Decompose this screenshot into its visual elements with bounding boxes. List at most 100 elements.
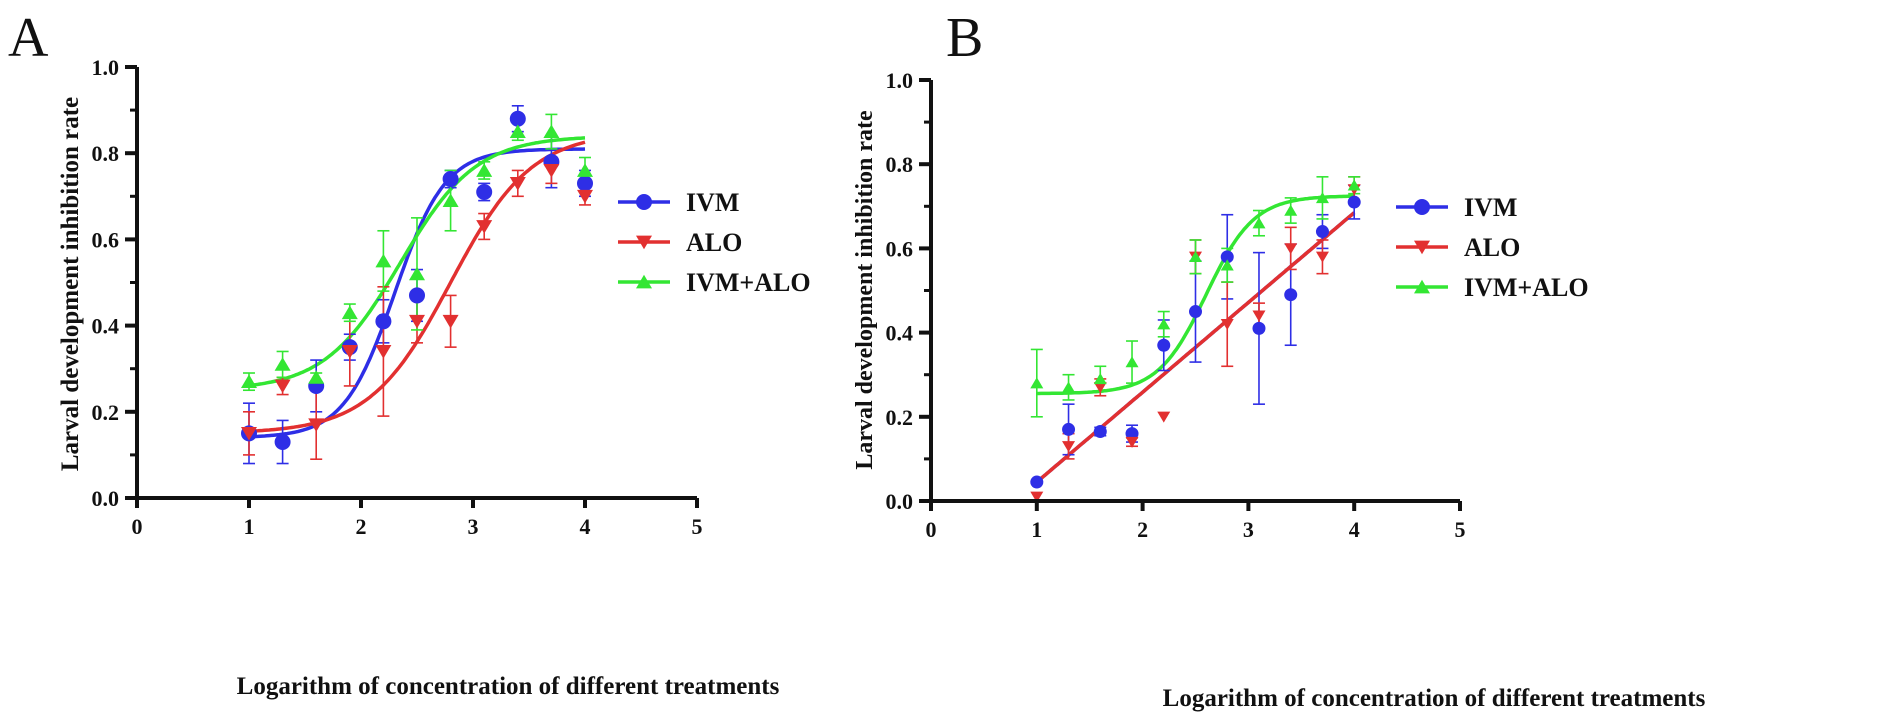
panel-a-x-tick-label: 1 (244, 514, 255, 539)
panel-b-point-ivm-alo (1093, 373, 1107, 385)
panel-a-y-axis-title: Larval development inhibition rate (57, 97, 84, 471)
panel-b-point-alo (1030, 491, 1044, 503)
panel-b-y-tick-label: 0.0 (886, 489, 914, 514)
panel-b-point-ivm-alo (1284, 204, 1298, 216)
panel-b-point-ivm-alo (1347, 179, 1361, 191)
panel-a-point-alo (274, 379, 291, 394)
panel-b-label: B (946, 7, 983, 69)
panel-b-point-ivm-alo (1125, 356, 1139, 368)
panel-b-legend-label-ivm-alo: IVM+ALO (1464, 273, 1589, 302)
panel-a-point-alo (409, 314, 425, 329)
panel-b-point-ivm-alo (1315, 192, 1329, 204)
panel-a-point-alo (375, 345, 392, 359)
panel-b-y-tick-label: 0.2 (886, 405, 914, 430)
panel-a-point-alo (341, 345, 358, 359)
panel-a-x-tick-label: 3 (468, 514, 479, 539)
panel-b-point-ivm (1157, 338, 1171, 352)
panel-a-point-alo (241, 426, 257, 441)
panel-b-y-axis-title: Larval development inhibition rate (852, 110, 878, 470)
panel-a-x-tick-label: 4 (580, 514, 591, 539)
panel-a-point-ivm (476, 183, 493, 200)
panel-b-point-ivm-alo (1252, 217, 1266, 229)
panel-b-y-tick-label: 0.8 (886, 152, 914, 177)
panel-a-point-ivm-alo (509, 124, 526, 139)
panel-a-point-ivm (509, 110, 526, 127)
panel-a-x-tick-label: 2 (356, 514, 367, 539)
panel-a-point-ivm (375, 313, 392, 330)
panel-b-point-ivm-alo (1030, 377, 1044, 389)
panel-a-point-ivm-alo (241, 374, 257, 389)
panel-b-point-alo (1125, 436, 1139, 448)
panel-a: A 0 1 2 3 4 5 0.0 0.2 0.4 0.6 0.8 1.0 Larval develo… (8, 7, 811, 700)
panel-a-y-tick-label: 0.0 (92, 486, 120, 511)
panel-a-legend-label-ivm-alo: IVM+ALO (686, 268, 811, 297)
panel-b-legend-label-ivm: IVM (1464, 193, 1517, 222)
panel-a-y-tick-label: 0.8 (92, 141, 120, 166)
panel-a-y-tick-label: 0.2 (92, 400, 120, 425)
panel-a-x-axis-title: Logarithm of concentration of different … (237, 673, 780, 700)
panel-a-point-ivm-alo (543, 124, 560, 139)
panel-b-point-alo (1284, 243, 1298, 255)
panel-a-point-ivm-alo (341, 305, 358, 320)
panel-b-legend-marker-ivm (1414, 199, 1430, 215)
panel-b-point-ivm (1030, 475, 1044, 489)
panel-b-point-alo (1157, 411, 1171, 423)
panel-a-point-ivm-alo (577, 163, 593, 177)
panel-b-point-ivm-alo (1062, 381, 1076, 393)
panel-a-y-tick-label: 0.4 (92, 314, 120, 339)
panel-b-point-ivm (1284, 288, 1298, 302)
panel-b-point-alo (1220, 318, 1234, 331)
panel-a-point-ivm-alo (442, 193, 459, 208)
panel-a-point-ivm-alo (375, 253, 392, 268)
panel-a-point-alo (577, 189, 593, 204)
panel-b-point-ivm-alo (1220, 259, 1234, 271)
panel-b-point-ivm (1093, 425, 1107, 439)
panel-a-legend-marker-ivm-alo (636, 274, 652, 289)
panel-a-label: A (8, 7, 49, 69)
panel-a-point-ivm (577, 175, 593, 192)
panel-b-point-alo (1093, 382, 1107, 394)
panel-b-point-alo (1252, 310, 1266, 322)
panel-b-point-ivm-alo (1189, 250, 1202, 263)
panel-b-y-tick-label: 0.6 (886, 236, 914, 261)
panel-b-point-ivm (1062, 422, 1076, 436)
panel-a-point-alo (543, 164, 560, 178)
panel-a-x-tick-label: 0 (132, 514, 143, 539)
panel-a-point-ivm (442, 171, 459, 188)
panel-b-legend-label-alo: ALO (1464, 233, 1520, 262)
panel-a-legend-marker-alo (636, 235, 652, 250)
panel-a-point-ivm-alo (476, 163, 493, 177)
panel-a-x-tick-label: 5 (692, 514, 703, 539)
panel-a-point-alo (308, 418, 325, 432)
panel-b: B 0 1 2 3 4 5 0.0 0.2 0.4 0.6 0.8 1.0 Larval develo… (852, 7, 1706, 712)
panel-a-point-ivm-alo (274, 357, 291, 371)
panel-a-legend-label-ivm: IVM (686, 188, 739, 217)
panel-a-legend-label-alo: ALO (686, 228, 742, 257)
panel-b-point-ivm (1347, 195, 1361, 209)
panel-a-point-ivm-alo (409, 266, 425, 281)
panel-a-y-tick-label: 0.6 (92, 227, 120, 252)
panel-b-point-ivm (1189, 305, 1202, 319)
panel-b-x-axis-title: Logarithm of concentration of different … (1163, 685, 1706, 712)
panel-b-x-tick-label: 5 (1455, 517, 1466, 542)
panel-b-point-ivm (1252, 321, 1266, 335)
panel-a-point-ivm (274, 433, 291, 450)
panel-b-point-ivm (1315, 225, 1329, 239)
panel-b-point-alo (1062, 441, 1076, 453)
panel-b-point-alo (1315, 251, 1329, 263)
panel-a-point-alo (509, 176, 526, 191)
panel-a-y-tick-label: 1.0 (92, 55, 120, 80)
panel-a-point-ivm (409, 287, 425, 304)
panel-b-x-tick-label: 4 (1349, 517, 1360, 542)
panel-b-point-ivm (1220, 250, 1234, 264)
panel-b-x-tick-label: 2 (1137, 517, 1148, 542)
panel-b-y-tick-label: 1.0 (886, 68, 914, 93)
panel-b-x-tick-label: 0 (926, 517, 937, 542)
panel-a-point-alo (476, 220, 493, 234)
panel-b-legend-marker-ivm-alo (1414, 279, 1430, 294)
panel-b-x-tick-label: 1 (1031, 517, 1042, 542)
panel-b-y-tick-label: 0.4 (886, 321, 914, 346)
panel-a-legend-marker-ivm (636, 194, 652, 210)
panel-b-point-ivm-alo (1157, 318, 1171, 330)
